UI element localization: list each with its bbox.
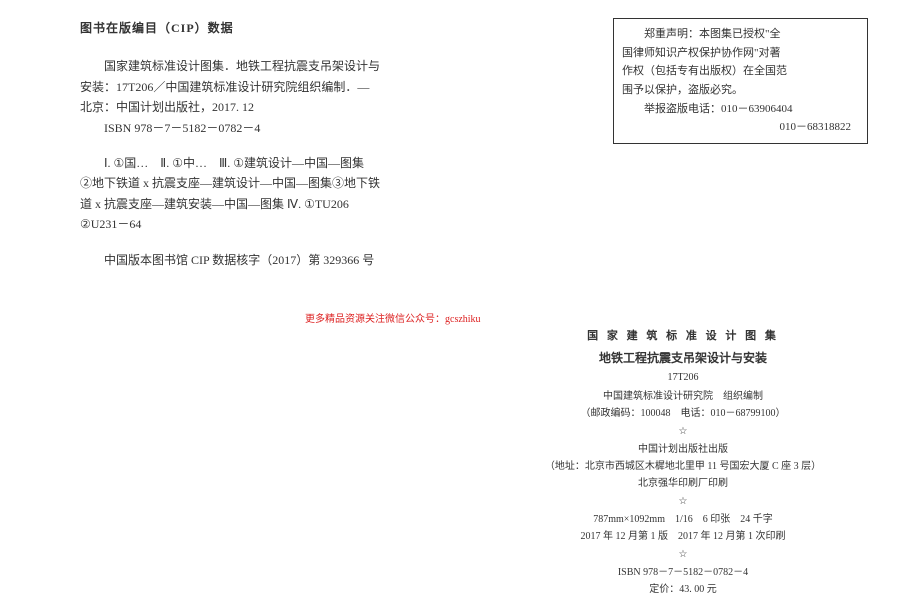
imprint-spec2: 2017 年 12 月第 1 版 2017 年 12 月第 1 次印刷 xyxy=(498,529,868,545)
cip-p2-line4: ②U231－64 xyxy=(80,217,141,231)
cip-p1-line1: 国家建筑标准设计图集．地铁工程抗震支吊架设计与 xyxy=(80,56,460,76)
cip-p2-line1: Ⅰ. ①国… Ⅱ. ①中… Ⅲ. ①建筑设计—中国—图集 xyxy=(80,153,460,173)
cip-p1-line2: 安装：17T206／中国建筑标准设计研究院组织编制．— xyxy=(80,80,369,94)
notice-line1: 郑重声明：本图集已授权"全 xyxy=(644,28,781,40)
notice-line3: 作权（包括专有出版权）在全国范 xyxy=(622,65,787,77)
imprint-price: 定价：43. 00 元 xyxy=(498,582,868,598)
star-separator-3: ☆ xyxy=(498,547,868,563)
imprint-spec1: 787mm×1092mm 1/16 6 印张 24 千字 xyxy=(498,512,868,528)
cip-isbn: ISBN 978－7－5182－0782－4 xyxy=(80,121,260,135)
imprint-publisher: 中国计划出版社出版 xyxy=(498,442,868,458)
imprint-title2: 地铁工程抗震支吊架设计与安装 xyxy=(498,349,868,368)
notice-phone2: 010－68318822 xyxy=(780,121,852,133)
imprint-org: 中国建筑标准设计研究院 组织编制 xyxy=(498,389,868,405)
cip-paragraph-2: Ⅰ. ①国… Ⅱ. ①中… Ⅲ. ①建筑设计—中国—图集 ②地下铁道 x 抗震支… xyxy=(80,153,460,235)
imprint-title1: 国 家 建 筑 标 准 设 计 图 集 xyxy=(498,328,868,346)
cip-verify: 中国版本图书馆 CIP 数据核字（2017）第 329366 号 xyxy=(80,250,460,270)
imprint-isbn: ISBN 978－7－5182－0782－4 xyxy=(498,565,868,581)
notice-phone1: 举报盗版电话：010－63906404 xyxy=(644,103,793,115)
imprint-block: 国 家 建 筑 标 准 设 计 图 集 地铁工程抗震支吊架设计与安装 17T20… xyxy=(498,328,868,599)
star-separator-2: ☆ xyxy=(498,494,868,510)
imprint-printer: 北京强华印刷厂印刷 xyxy=(498,476,868,492)
cip-p2-line3: 道 x 抗震支座—建筑安装—中国—图集 Ⅳ. ①TU206 xyxy=(80,197,349,211)
imprint-address: （地址：北京市西城区木樨地北里甲 11 号国宏大厦 C 座 3 层） xyxy=(498,459,868,475)
cip-heading: 图书在版编目（CIP）数据 xyxy=(80,18,460,38)
imprint-postal: （邮政编码：100048 电话：010－68799100） xyxy=(498,406,868,422)
cip-p2-line2: ②地下铁道 x 抗震支座—建筑设计—中国—图集③地下铁 xyxy=(80,176,380,190)
copyright-notice-box: 郑重声明：本图集已授权"全 国律师知识产权保护协作网"对著 作权（包括专有出版权… xyxy=(613,18,868,144)
watermark-note: 更多精品资源关注微信公众号：gcszhiku xyxy=(305,310,481,325)
star-separator-1: ☆ xyxy=(498,424,868,440)
cip-p1-line3: 北京：中国计划出版社，2017. 12 xyxy=(80,100,254,114)
cip-block: 图书在版编目（CIP）数据 国家建筑标准设计图集．地铁工程抗震支吊架设计与 安装… xyxy=(80,18,460,270)
cip-paragraph-1: 国家建筑标准设计图集．地铁工程抗震支吊架设计与 安装：17T206／中国建筑标准… xyxy=(80,56,460,138)
notice-line4: 围予以保护，盗版必究。 xyxy=(622,84,743,96)
notice-line2: 国律师知识产权保护协作网"对著 xyxy=(622,47,781,59)
imprint-code: 17T206 xyxy=(498,370,868,386)
